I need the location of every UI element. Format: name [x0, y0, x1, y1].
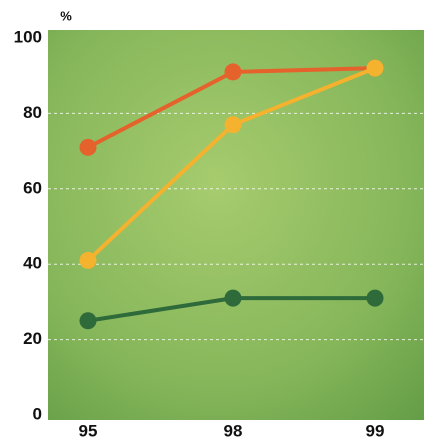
plot-background — [48, 30, 424, 420]
y-tick-label: 80 — [23, 103, 42, 122]
y-tick-label: 100 — [14, 27, 42, 46]
x-tick-label: 95 — [79, 421, 98, 440]
y-tick-label: 20 — [23, 329, 42, 348]
chart: % 0 20 40 60 80 100 95 98 99 — [0, 0, 424, 441]
y-tick-label: 60 — [23, 178, 42, 197]
y-tick-label: 40 — [23, 254, 42, 273]
y-tick-label: 0 — [33, 404, 42, 423]
point — [80, 312, 97, 329]
point — [225, 290, 242, 307]
point — [80, 139, 97, 156]
x-tick-label: 98 — [224, 421, 243, 440]
point — [367, 60, 384, 77]
point — [80, 252, 97, 269]
point — [225, 63, 242, 80]
point — [367, 290, 384, 307]
point — [225, 116, 242, 133]
x-tick-label: 99 — [366, 421, 385, 440]
y-axis-label: % — [60, 8, 72, 23]
